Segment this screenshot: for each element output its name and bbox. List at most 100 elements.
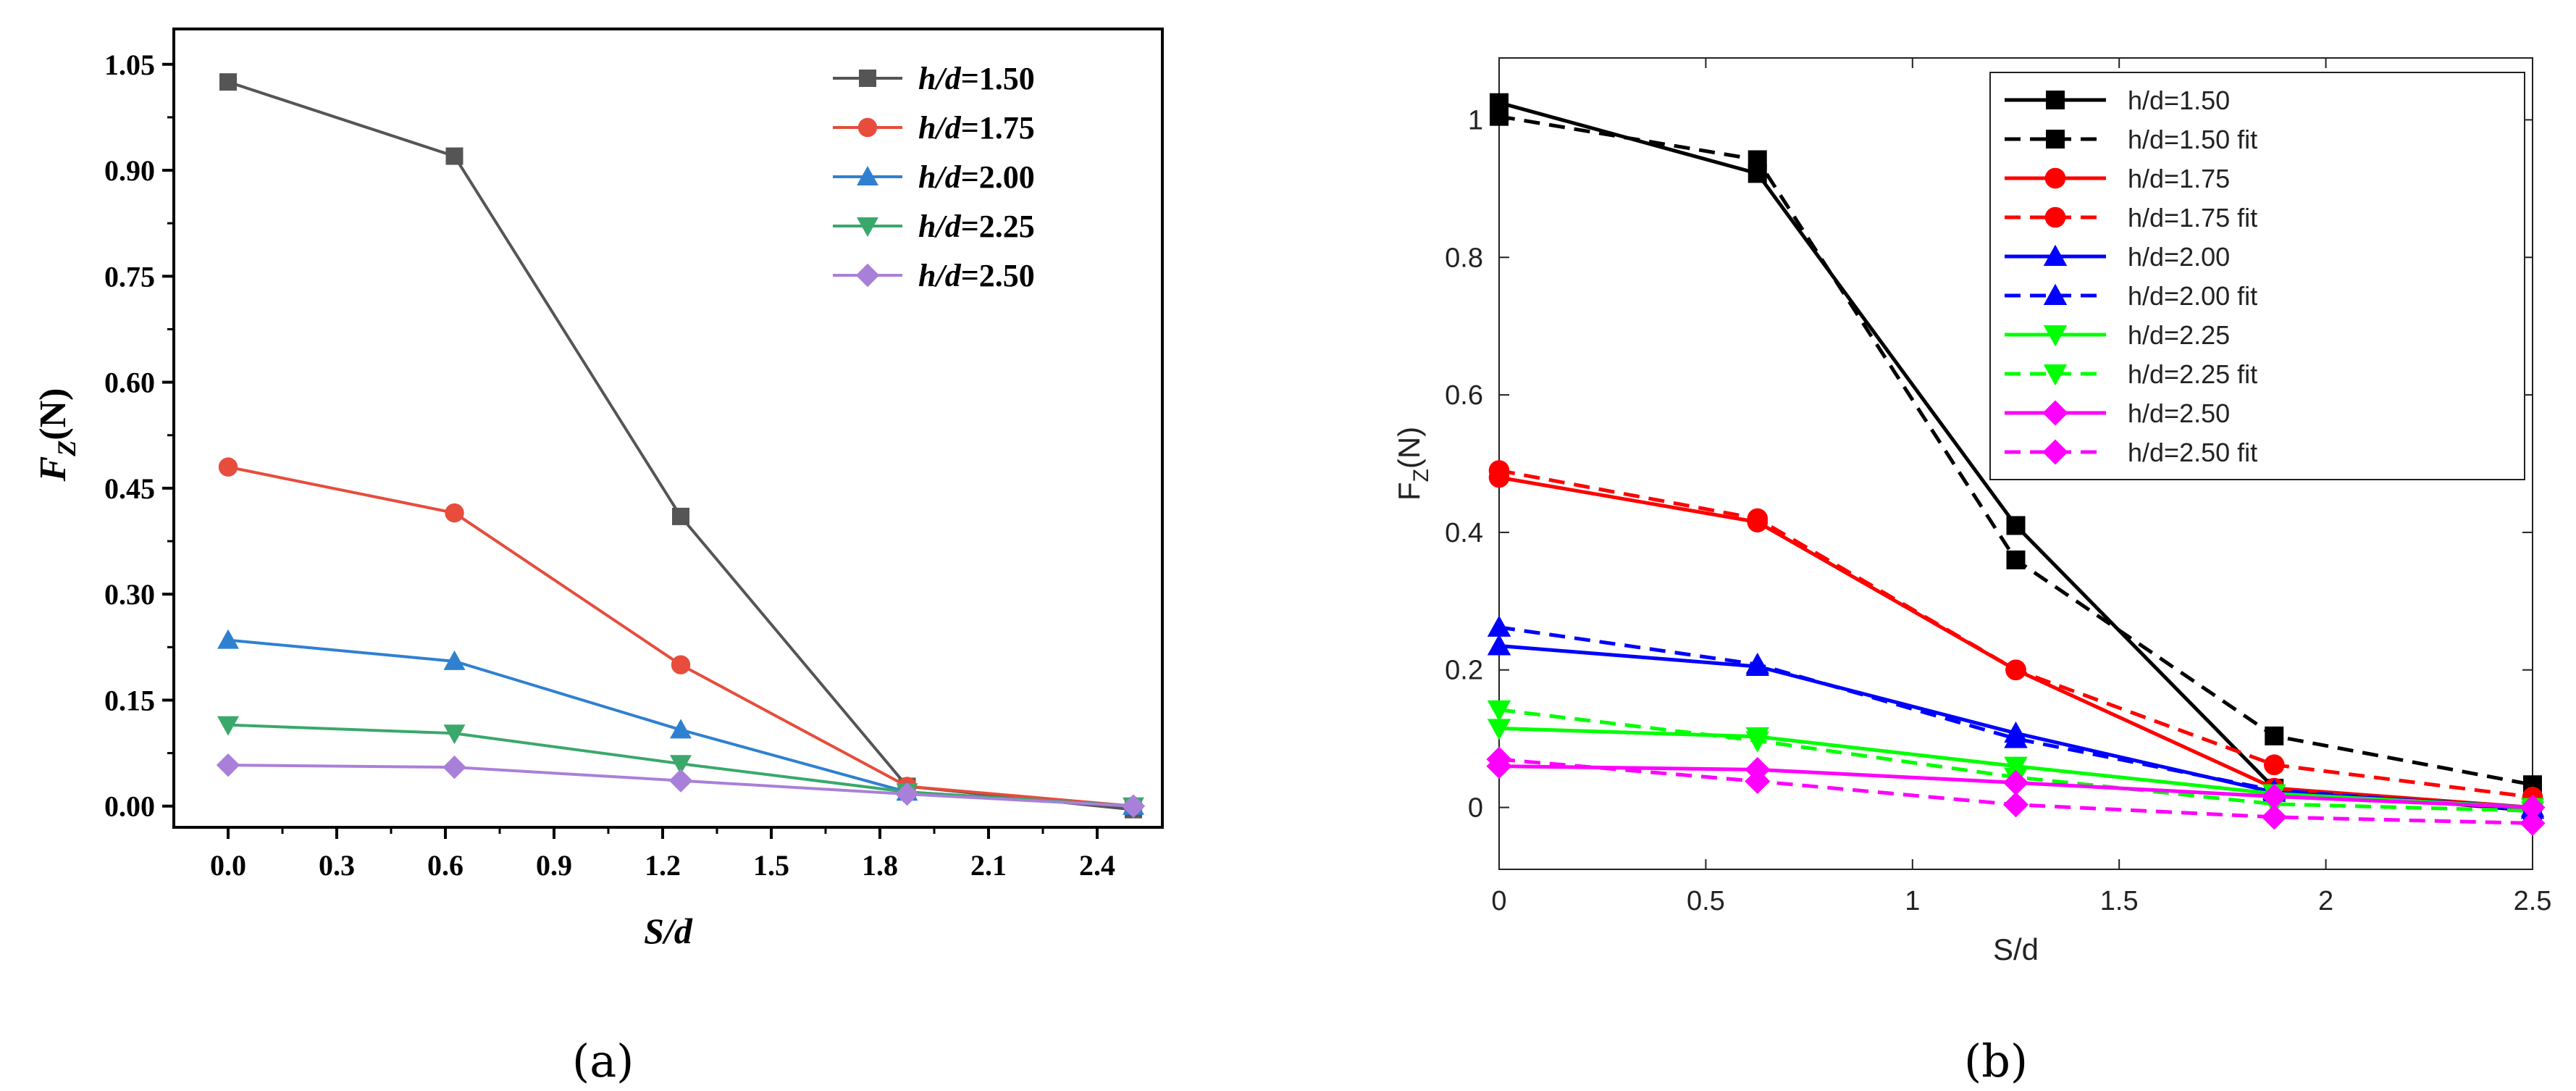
legend-marker [2043,244,2068,266]
y-label-unit: (N) [1392,427,1426,469]
legend-marker [2046,91,2065,109]
legend-label: h/d=2.25 [918,209,1035,244]
panel-b-chart: 0 0.5 1 1.5 2 2.5 0 0.2 0.4 0.6 0.8 1 S/d FZ(N) h/d=1.… [1392,57,2552,966]
y-tick-label: 0.8 [1445,243,1483,273]
y-tick-label: 0.75 [104,260,155,293]
legend-label: h/d=2.50 [918,258,1035,293]
data-point [1490,106,1509,126]
legend-marker [855,263,880,288]
x-tick-label: 2 [2318,886,2333,916]
data-point [2006,516,2026,535]
data-point [670,719,692,739]
data-point [217,629,239,649]
data-point [2005,659,2026,681]
panel-a-chart: 0.0 0.3 0.6 0.9 1.2 1.5 1.8 2.1 2.4 0.00 0.15 0.30 0… [33,28,1164,951]
legend-label: h/d=2.00 fit [2128,281,2257,311]
y-tick-label: 1.05 [104,49,155,81]
x-tick-label: 2.5 [2514,886,2552,916]
legend-label: h/d=1.50 [2128,85,2230,115]
x-tick-label: 0.0 [210,849,246,882]
legend-label: h/d=2.00 [918,159,1035,195]
y-tick-label: 0.30 [104,578,155,611]
x-tick-label: 1.8 [862,849,898,882]
legend-label-prefix: h/d [918,110,962,146]
x-tick-label: 1.5 [753,849,789,882]
data-point [1487,615,1511,637]
y-tick-label: 1 [1468,105,1483,135]
legend-label-value: =2.00 [961,159,1035,195]
data-point [1487,719,1511,740]
y-tick-label: 0.6 [1445,380,1483,411]
y-tick-label: 0.15 [104,684,155,716]
legend-marker [859,70,876,87]
legend-marker [2044,167,2066,189]
x-tick-label: 2.4 [1079,849,1115,882]
legend-label: h/d=1.50 fit [2128,125,2257,154]
legend-marker [857,217,878,237]
data-point [445,503,464,523]
legend-marker [2043,364,2068,386]
data-point [219,73,237,91]
x-tick-label: 1 [1905,886,1920,916]
data-point [668,769,693,793]
data-point [1745,731,1769,753]
data-point [2520,795,2546,821]
data-point [443,724,466,745]
legend-label: h/d=1.50 [918,61,1035,96]
y-tick-label: 0.45 [104,472,155,505]
panel-b-caption: (b) [1964,1034,2029,1087]
x-tick-label: 0.5 [1687,886,1725,916]
data-point [895,782,919,806]
data-point [445,147,463,165]
data-point [1747,508,1769,530]
data-point [1486,746,1512,772]
legend-label: h/d=2.25 [2128,320,2230,350]
data-point [2263,754,2285,776]
y-label-unit: (N) [33,388,74,440]
data-point [216,753,240,777]
y-axis-label: FZ(N) [33,388,81,482]
legend-label: h/d=1.75 [2128,164,2230,193]
legend-label-value: =1.50 [961,61,1035,96]
data-point [2002,792,2029,818]
y-label-subscript: Z [1409,469,1433,482]
y-tick-label: 0.90 [104,154,155,187]
data-point [2520,810,2546,836]
legend-marker [2044,206,2066,228]
data-point [2261,804,2287,830]
legend-label-prefix: h/d [918,61,962,96]
data-point [218,457,238,477]
data-point [442,755,466,779]
x-axis-label: S/d [1993,932,2039,966]
data-point [443,650,466,670]
panel-a-caption: (a) [572,1034,634,1087]
legend-label: h/d=1.75 [918,110,1035,146]
legend-marker [2043,325,2068,347]
data-point [670,755,692,775]
legend-marker [857,117,878,138]
legend-label-value: =1.75 [961,110,1035,146]
y-label-symbol: F [33,456,74,482]
x-tick-label: 0 [1491,886,1506,916]
y-tick-label: 0.00 [104,790,155,823]
data-point [1487,700,1511,722]
data-point [2004,727,2028,748]
y-tick-label: 0.4 [1445,518,1483,548]
legend-marker [2046,130,2065,149]
data-point [2002,769,2029,795]
legend-marker [857,166,878,185]
legend-label: h/d=2.00 [2128,242,2230,272]
data-point [2004,756,2028,778]
data-point [1748,150,1767,170]
x-tick-label: 2.1 [970,849,1007,882]
data-point [2265,726,2284,745]
legend-label-prefix: h/d [918,258,962,293]
legend-label-prefix: h/d [918,159,962,195]
data-point [1745,768,1771,795]
data-point [217,716,239,736]
y-label-symbol: F [1392,482,1426,501]
legend-label-value: =2.25 [961,209,1035,244]
x-tick-label: 1.5 [2100,886,2139,916]
legend-label: h/d=2.50 [2128,398,2230,428]
y-tick-label: 0.2 [1445,656,1483,686]
